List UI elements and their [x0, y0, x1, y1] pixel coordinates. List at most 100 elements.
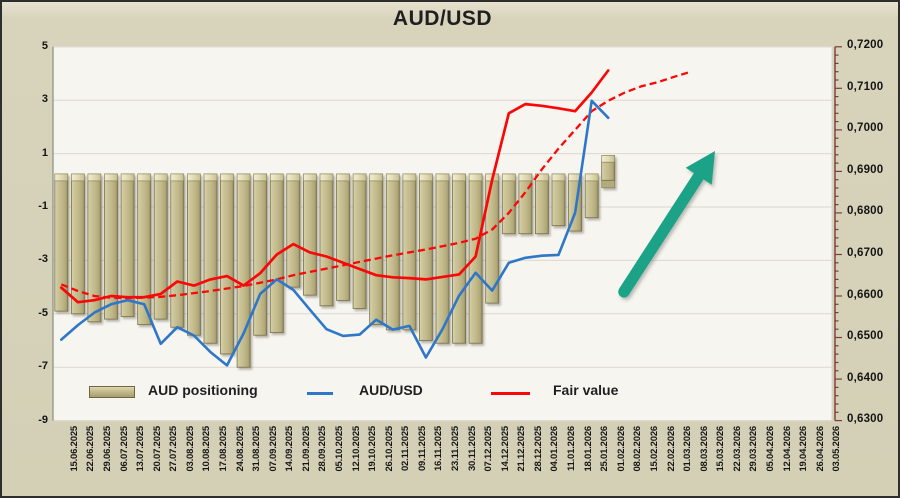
bar-cap [220, 173, 234, 182]
bar-cap [87, 173, 102, 182]
bar-cap [518, 173, 533, 182]
x-axis-label: 18.01.2026 [582, 426, 594, 472]
x-axis-label: 29.03.2026 [748, 426, 760, 472]
x-axis-label: 22.06.2025 [85, 426, 97, 472]
x-axis-label: 02.11.2025 [400, 426, 412, 472]
bar [153, 179, 168, 320]
x-axis-label: 11.01.2026 [566, 426, 577, 472]
x-axis-label: 15.06.2025 [68, 426, 80, 472]
bar [452, 179, 467, 344]
y-axis-label-left: 5 [41, 39, 48, 52]
x-axis-label: 08.03.2026 [698, 426, 710, 472]
x-axis-label: 29.06.2025 [101, 426, 113, 472]
x-axis-label: 09.11.2025 [416, 426, 428, 472]
bar [302, 179, 317, 296]
y-axis-label-right: 0,6700 [847, 247, 884, 259]
bar-cap [253, 173, 268, 182]
chart-title: AUD/USD [392, 7, 493, 30]
bar-cap [120, 173, 135, 182]
y-axis-label-left: -5 [38, 306, 48, 319]
y-axis-label-right: 0,7200 [847, 39, 884, 52]
bar-cap [369, 173, 384, 182]
bar-cap [153, 173, 168, 182]
x-axis-label: 04.01.2026 [549, 426, 561, 472]
fair-value-line [59, 69, 610, 304]
bar [253, 179, 268, 336]
audusd-line [59, 99, 610, 367]
legend-bar-swatch [89, 386, 135, 398]
legend-label-fairvalue: Fair value [553, 382, 619, 398]
x-axis-label: 17.08.2025 [218, 426, 229, 472]
bar-cap [269, 173, 284, 182]
y-axis-label-left: -7 [38, 360, 48, 373]
x-axis-label: 19.10.2025 [367, 426, 379, 472]
bar [71, 179, 85, 315]
bar [236, 179, 251, 368]
bar [369, 179, 384, 325]
x-axis-label: 06.07.2025 [118, 426, 130, 472]
y-axis-label-left: -9 [38, 413, 48, 426]
x-axis-label: 10.08.2025 [201, 426, 213, 472]
bar [551, 179, 566, 227]
bar [286, 179, 301, 288]
y-axis-label-right: 0,7000 [847, 122, 884, 135]
bar [186, 179, 201, 336]
x-axis-label: 15.02.2026 [648, 426, 660, 472]
x-axis-label: 28.09.2025 [317, 426, 329, 472]
bar-cap [501, 173, 516, 182]
bar-cap [203, 173, 218, 182]
x-axis-label: 05.04.2026 [764, 426, 776, 472]
bar [203, 179, 218, 344]
y-axis-label-left: 1 [41, 146, 48, 159]
bar [535, 179, 549, 235]
x-axis-label: 28.12.2025 [532, 426, 544, 472]
x-axis-label: 01.02.2026 [615, 426, 627, 472]
bar-cap [452, 173, 466, 182]
bar [336, 179, 351, 301]
x-axis-label: 31.08.2025 [251, 426, 263, 472]
bar [402, 179, 417, 331]
trend-arrow [618, 151, 715, 298]
x-axis-label: 15.03.2026 [715, 426, 727, 472]
x-axis-label: 05.10.2025 [334, 426, 345, 472]
bar [170, 179, 185, 328]
bar-cap [551, 173, 566, 182]
bar-cap [187, 173, 201, 182]
x-axis-label: 22.02.2026 [665, 426, 677, 472]
y-axis-label-right: 0,6400 [847, 371, 884, 384]
x-axis-label: 27.07.2025 [168, 426, 180, 472]
x-axis-label: 24.08.2025 [234, 426, 246, 472]
bar-cap [584, 173, 599, 182]
bar-base [601, 179, 616, 189]
bar-cap [468, 173, 483, 182]
x-axis-label: 23.11.2025 [450, 426, 461, 472]
bar-cap [286, 173, 301, 182]
bar [601, 161, 616, 181]
bar [352, 179, 367, 309]
x-axis-label: 03.08.2025 [184, 426, 196, 472]
bar [319, 179, 334, 307]
legend-label-audusd: AUD/USD [359, 382, 423, 398]
y-axis-label-left: -1 [38, 200, 48, 212]
y-axis-label-left: 3 [41, 93, 48, 106]
bar [584, 179, 599, 219]
y-axis-label-right: 0,6300 [847, 413, 884, 426]
x-axis-label: 21.09.2025 [300, 426, 312, 472]
bar-cap [319, 173, 334, 182]
x-axis-label: 19.04.2026 [798, 426, 810, 472]
bar-cap [352, 173, 367, 182]
bar [501, 179, 516, 235]
legend-line-swatch-fairvalue [491, 392, 530, 395]
x-axis-label: 26.10.2025 [383, 426, 395, 472]
bar-cap [54, 173, 69, 182]
fair-value-projection-line [60, 70, 692, 300]
y-axis-label-right: 0,6900 [847, 163, 884, 176]
y-axis-label-right: 0,6500 [847, 330, 884, 342]
x-axis-label: 16.11.2025 [433, 426, 445, 472]
bar [418, 179, 433, 341]
x-axis-label: 25.01.2026 [599, 426, 611, 472]
x-axis-label: 03.05.2026 [831, 426, 843, 472]
x-axis-label: 12.04.2026 [781, 426, 793, 472]
